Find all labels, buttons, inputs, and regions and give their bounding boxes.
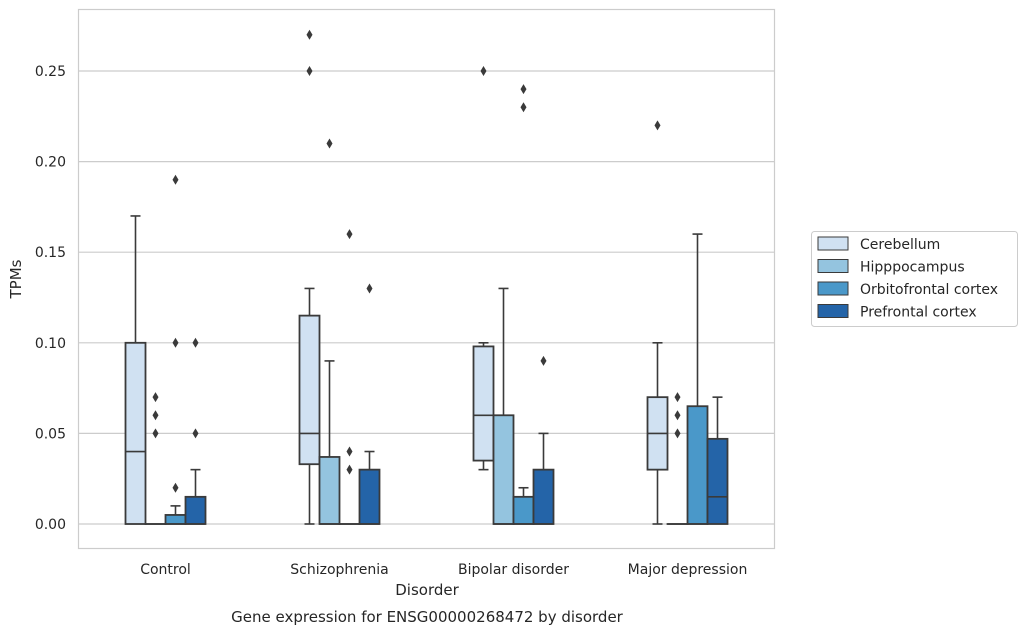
y-tick-label: 0.20 bbox=[35, 155, 66, 171]
outlier-point bbox=[674, 392, 681, 403]
box-body bbox=[298, 314, 321, 466]
box-body bbox=[512, 495, 535, 525]
legend-label: Cerebellum bbox=[860, 237, 940, 253]
legend-label: Hipppocampus bbox=[860, 260, 965, 276]
box-body bbox=[492, 414, 515, 525]
outlier-point bbox=[152, 428, 159, 439]
legend-swatch bbox=[817, 259, 849, 273]
box-prefrontal-cortex-2 bbox=[532, 432, 555, 525]
outlier-point bbox=[654, 120, 661, 131]
box-body bbox=[164, 514, 187, 525]
legend-label: Orbitofrontal cortex bbox=[860, 282, 998, 298]
legend-swatch bbox=[817, 304, 849, 318]
box-prefrontal-cortex-3 bbox=[706, 396, 729, 525]
outlier-point bbox=[172, 482, 179, 493]
outlier-point bbox=[674, 410, 681, 421]
x-axis-title: Disorder bbox=[395, 581, 459, 599]
outlier-point bbox=[152, 392, 159, 403]
box-cerebellum-3 bbox=[646, 341, 669, 525]
outlier-point bbox=[306, 66, 313, 76]
x-axis-ticks: Control Schizophrenia Bipolar disorder Majo… bbox=[140, 562, 747, 578]
y-axis-ticks: 0.00 0.05 0.10 0.15 0.20 0.25 bbox=[35, 64, 66, 533]
box-cerebellum-0 bbox=[124, 215, 147, 525]
x-tick-label: Control bbox=[140, 562, 191, 578]
box-body bbox=[706, 437, 729, 525]
box-prefrontal-cortex-0 bbox=[184, 468, 207, 525]
y-tick-label: 0.05 bbox=[35, 426, 66, 442]
legend: Cerebellum Hipppocampus Orbitofrontal cort… bbox=[811, 231, 1018, 327]
box-body bbox=[318, 456, 341, 525]
x-tick-label: Bipolar disorder bbox=[458, 562, 569, 578]
box-hipppocampus-1 bbox=[318, 360, 341, 525]
legend-label: Prefrontal cortex bbox=[860, 305, 977, 321]
outlier-point bbox=[172, 337, 179, 348]
outlier-point bbox=[520, 102, 527, 113]
outlier-point bbox=[540, 355, 547, 366]
box-body bbox=[358, 468, 381, 525]
outlier-point bbox=[480, 66, 487, 76]
legend-swatch bbox=[817, 281, 849, 296]
x-tick-label: Schizophrenia bbox=[290, 562, 388, 578]
outlier-point bbox=[172, 174, 179, 185]
legend-frame bbox=[811, 231, 1018, 327]
plot-frame bbox=[77, 8, 776, 550]
box-body bbox=[686, 405, 709, 525]
outlier-point bbox=[192, 337, 199, 348]
y-tick-label: 0.00 bbox=[35, 517, 66, 533]
outlier-point bbox=[366, 283, 373, 294]
outlier-point bbox=[520, 84, 527, 95]
outlier-point bbox=[326, 138, 333, 149]
box-body bbox=[124, 341, 147, 525]
box-cerebellum-2 bbox=[472, 341, 495, 471]
y-tick-label: 0.25 bbox=[35, 64, 66, 80]
box-body bbox=[184, 495, 207, 525]
outlier-point bbox=[346, 446, 353, 457]
x-tick-label: Major depression bbox=[628, 562, 748, 578]
y-axis-title: TPMs bbox=[7, 259, 25, 299]
box-cerebellum-1 bbox=[298, 287, 321, 525]
outlier-point bbox=[152, 410, 159, 421]
chart-caption: Gene expression for ENSG00000268472 by d… bbox=[231, 608, 624, 626]
box-prefrontal-cortex-1 bbox=[358, 450, 381, 525]
outlier-point bbox=[674, 428, 681, 439]
box-body bbox=[532, 468, 555, 525]
outlier-point bbox=[192, 428, 199, 439]
box-body bbox=[472, 345, 495, 462]
box-hipppocampus-2 bbox=[492, 287, 515, 525]
y-tick-label: 0.15 bbox=[35, 245, 66, 261]
y-tick-label: 0.10 bbox=[35, 336, 66, 352]
outlier-point bbox=[346, 464, 353, 475]
outlier-point bbox=[306, 29, 313, 40]
outlier-point bbox=[346, 229, 353, 240]
boxes bbox=[124, 215, 729, 525]
outliers bbox=[152, 29, 681, 493]
legend-swatch bbox=[817, 236, 849, 251]
